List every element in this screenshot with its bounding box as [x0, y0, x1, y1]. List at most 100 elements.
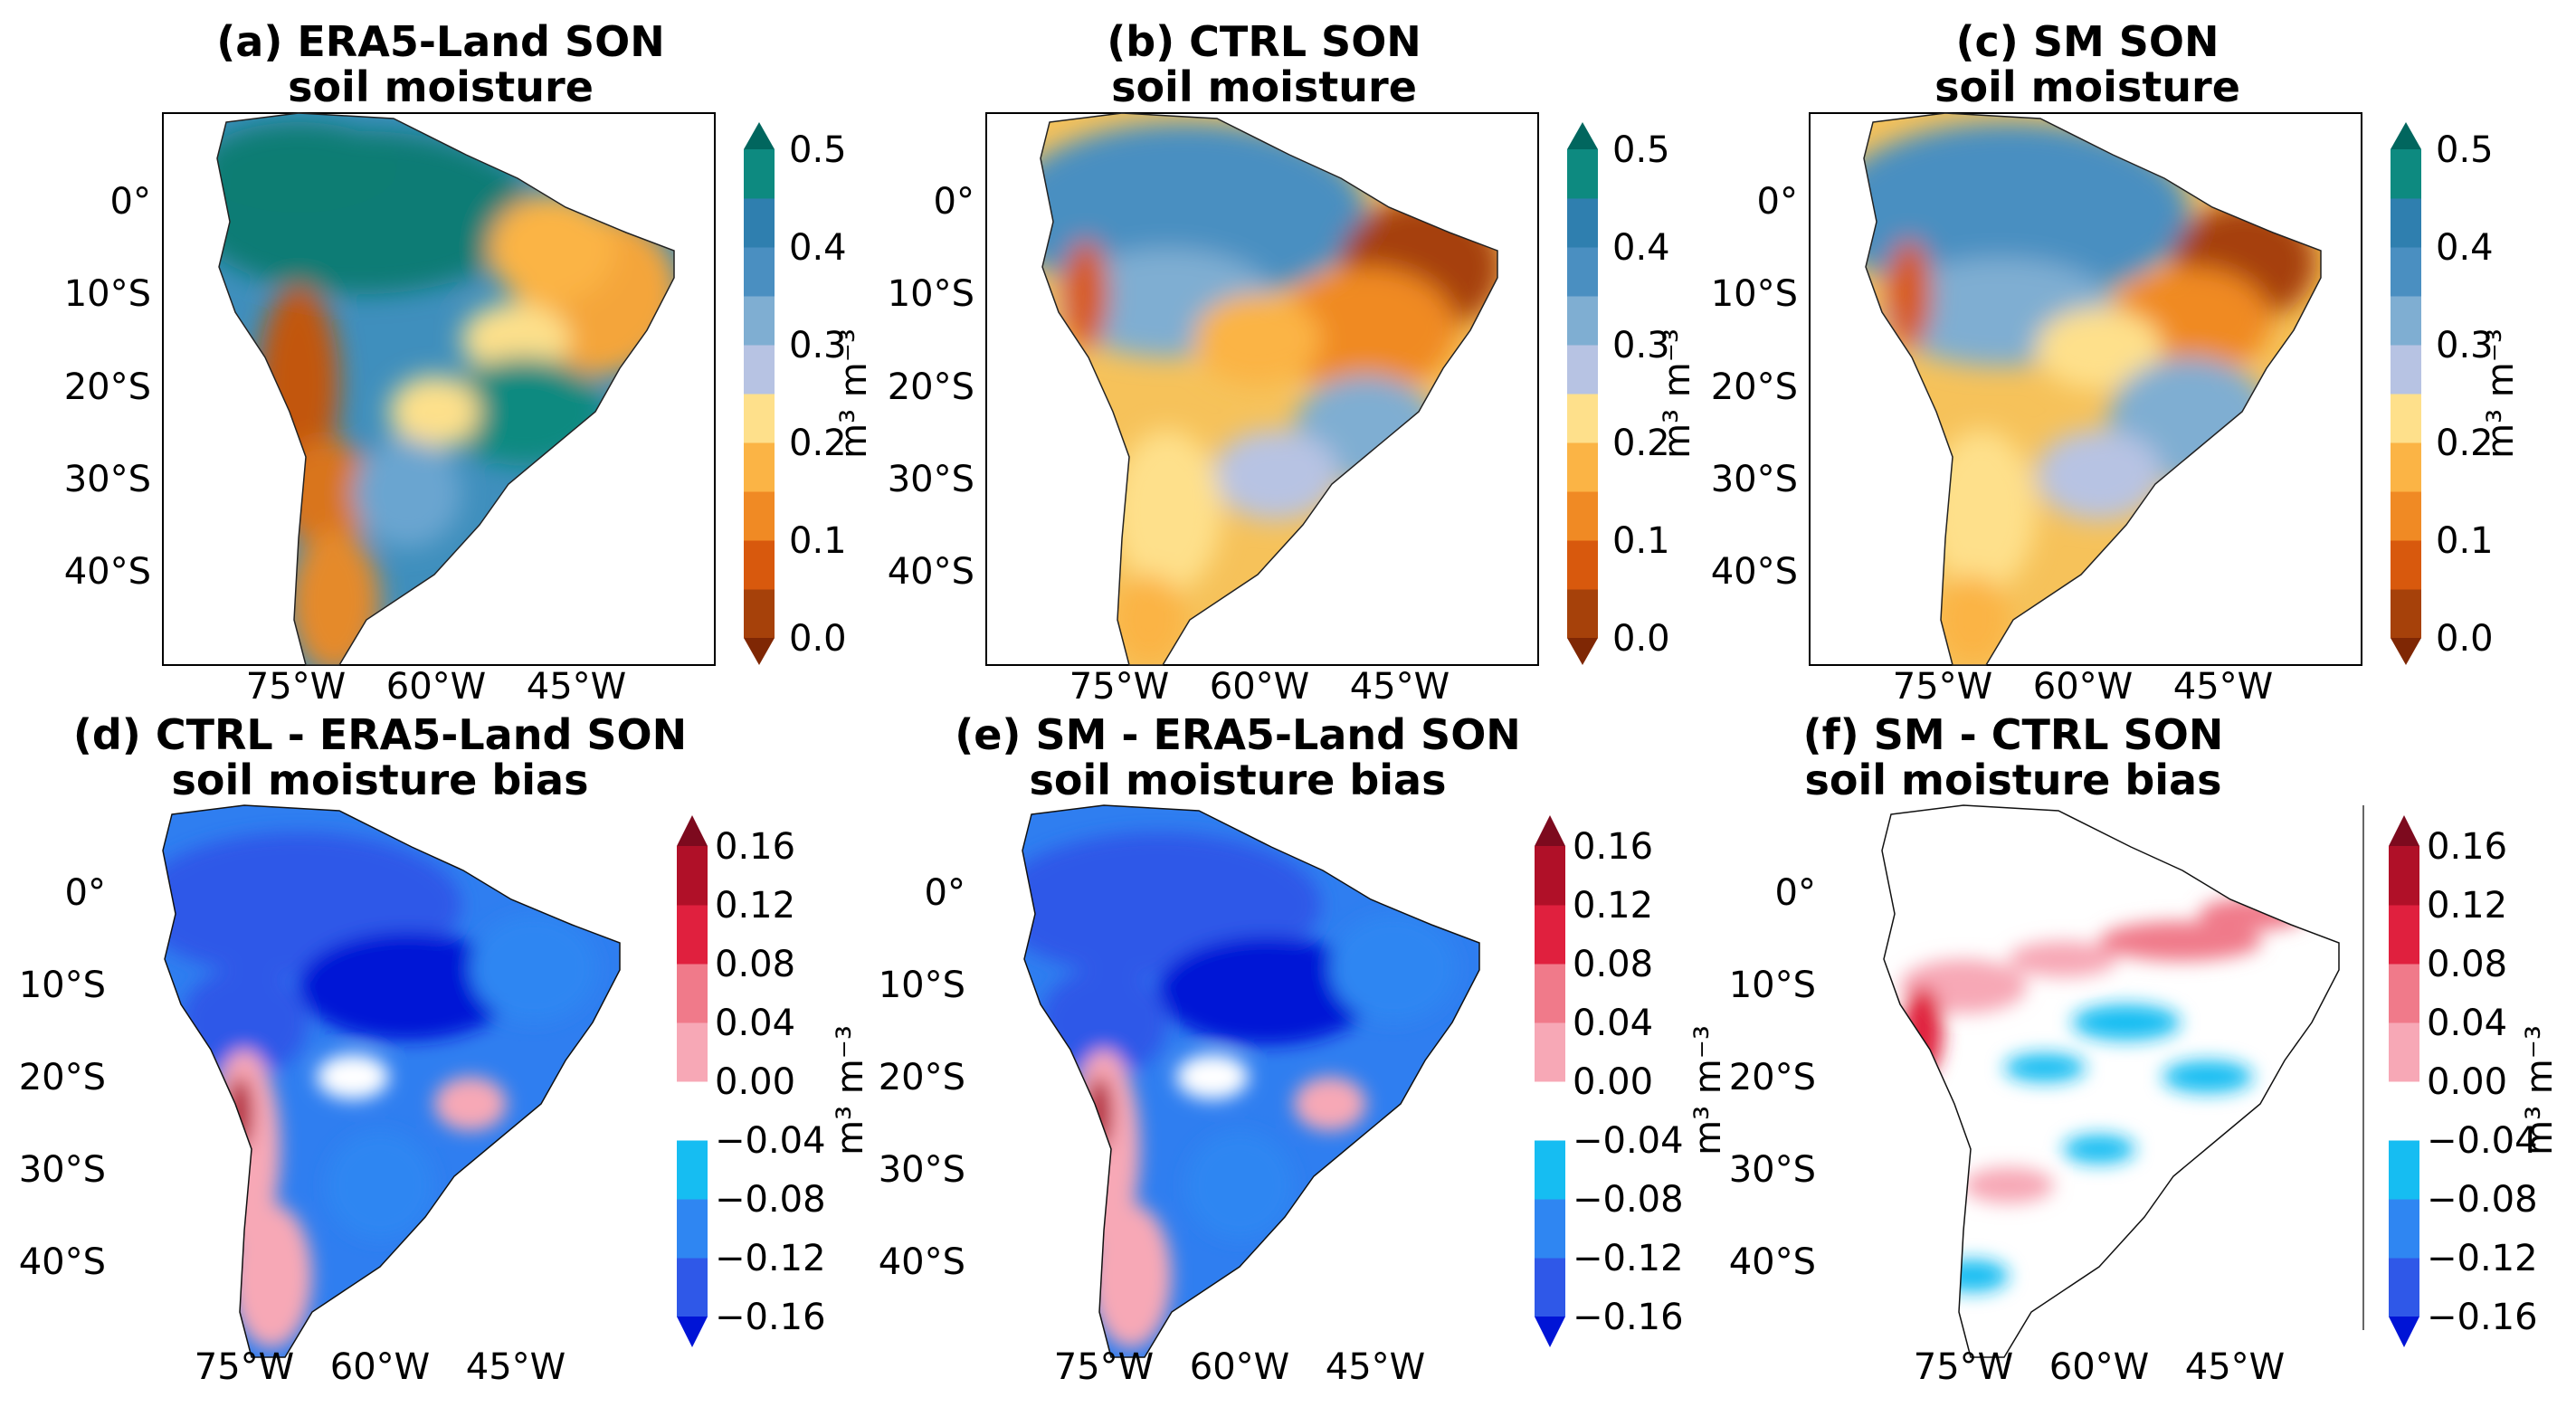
panel-a-lon-ticks: 75°W 60°W 45°W [246, 666, 626, 708]
panel-c-lon-tick: 45°W [2173, 666, 2273, 708]
colorbar-level-block [2391, 149, 2421, 199]
colorbar-tick-label: 0.00 [1573, 1061, 1653, 1103]
panel-f-lat-tick: 30°S [1729, 1149, 1816, 1191]
panel-a-lat-tick: 40°S [64, 551, 151, 593]
colorbar-level-block [2389, 1081, 2419, 1141]
colorbar-extend-bottom [1567, 638, 1598, 665]
panel-f-lon-ticks: 75°W 60°W 45°W [1914, 1346, 2285, 1388]
panel-d-lon-tick: 45°W [466, 1346, 566, 1388]
panel-b-lon-ticks: 75°W 60°W 45°W [1069, 666, 1450, 708]
panel-d-colorbar-label: m³ m⁻³ [830, 1025, 871, 1155]
colorbar-tick-label: −0.08 [2427, 1179, 2538, 1221]
colorbar-level-block [1535, 1081, 1565, 1141]
panel-a-lon-tick: 60°W [386, 666, 486, 708]
colorbar-level-block [1535, 1022, 1565, 1082]
colorbar-tick-label: 0.08 [715, 944, 795, 985]
colorbar-tick-label: −0.04 [715, 1120, 826, 1162]
colorbar-level-block [1567, 247, 1598, 297]
colorbar-tick-label: 0.2 [1612, 423, 1670, 464]
colorbar-level-block [744, 345, 775, 395]
panel-f-colorbar: 0.16 0.12 0.08 0.04 0.00 −0.04 −0.08 −0.12 −0.16… [2389, 815, 2561, 1347]
panel-c-lat-tick: 0° [1757, 181, 1798, 223]
colorbar-tick-label: −0.04 [1573, 1120, 1684, 1162]
panel-b-lat-ticks: 0° 10°S 20°S 30°S 40°S [888, 181, 974, 593]
panel-f-lon-tick: 45°W [2185, 1346, 2285, 1388]
colorbar-level-block [1567, 198, 1598, 248]
colorbar-level-block [2391, 442, 2421, 492]
panel-f-title-line1: (f) SM - CTRL SON [1803, 710, 2224, 759]
colorbar-level-block [2391, 345, 2421, 395]
colorbar-tick-label: 0.5 [789, 129, 847, 171]
colorbar-tick-label: −0.16 [715, 1297, 826, 1338]
colorbar-level-block [1535, 1199, 1565, 1259]
colorbar-tick-label: 0.0 [1612, 618, 1670, 660]
colorbar-level-block [2389, 1022, 2419, 1082]
panel-e-title-line2: soil moisture bias [1030, 756, 1447, 804]
panel-c-colorbar: 0.0 0.1 0.2 0.3 0.4 0.5 m³ m⁻³ [2391, 122, 2522, 665]
colorbar-extend-top [2389, 815, 2419, 846]
colorbar-tick-label: 0.16 [1573, 826, 1653, 868]
colorbar-tick-label: 0.0 [2436, 618, 2494, 660]
colorbar-tick-label: 0.4 [2436, 227, 2494, 269]
panel-b: (b) CTRL SON soil moisture [888, 17, 1698, 708]
colorbar-tick-label: 0.12 [1573, 885, 1653, 927]
panel-f: (f) SM - CTRL SON soil moisture bias [1729, 710, 2561, 1388]
colorbar-tick-label: 0.08 [2427, 944, 2507, 985]
colorbar-tick-label: 0.1 [2436, 520, 2494, 562]
colorbar-tick-label: 0.04 [1573, 1003, 1653, 1044]
panel-c-colorbar-label: m³ m⁻³ [2480, 328, 2522, 459]
panel-c-lon-tick: 75°W [1893, 666, 1992, 708]
panel-f-lat-ticks: 0° 10°S 20°S 30°S 40°S [1729, 872, 1816, 1283]
colorbar-level-block [744, 491, 775, 541]
panel-f-lat-tick: 20°S [1729, 1057, 1816, 1098]
panel-a-lon-tick: 75°W [246, 666, 346, 708]
panel-d-lon-ticks: 75°W 60°W 45°W [195, 1346, 566, 1388]
panel-d-title-line2: soil moisture bias [172, 756, 589, 804]
panel-b-lat-tick: 40°S [888, 551, 974, 593]
colorbar-level-block [677, 1140, 708, 1200]
colorbar-extend-bottom [744, 638, 775, 665]
panel-b-lat-tick: 10°S [888, 273, 974, 315]
colorbar-level-block [744, 296, 775, 346]
panel-b-colorbar-label: m³ m⁻³ [1657, 328, 1698, 459]
panel-b-lon-tick: 75°W [1069, 666, 1169, 708]
colorbar-level-block [1567, 394, 1598, 443]
panel-c-lat-tick: 20°S [1711, 366, 1798, 408]
panel-f-lat-tick: 0° [1775, 872, 1816, 914]
panel-c-lat-tick: 10°S [1711, 273, 1798, 315]
panel-e-lon-tick: 75°W [1054, 1346, 1154, 1388]
colorbar-level-block [2391, 247, 2421, 297]
colorbar-level-block [677, 1081, 708, 1141]
colorbar-tick-label: 0.16 [715, 826, 795, 868]
colorbar-level-block [1567, 296, 1598, 346]
colorbar-level-block [677, 1199, 708, 1259]
colorbar-level-block [2389, 905, 2419, 965]
colorbar-tick-label: −0.16 [2427, 1297, 2538, 1338]
panel-d-lat-tick: 40°S [19, 1241, 106, 1283]
panel-b-lon-tick: 60°W [1210, 666, 1309, 708]
colorbar-level-block [744, 540, 775, 590]
panel-a-lat-tick: 30°S [64, 459, 151, 500]
colorbar-tick-label: 0.1 [789, 520, 847, 562]
colorbar-tick-label: −0.08 [1573, 1179, 1684, 1221]
colorbar-level-block [1535, 1258, 1565, 1317]
colorbar-tick-label: −0.04 [2427, 1120, 2538, 1162]
panel-d-lat-tick: 30°S [19, 1149, 106, 1191]
panel-b-title-line1: (b) CTRL SON [1107, 17, 1421, 66]
panel-c-lat-ticks: 0° 10°S 20°S 30°S 40°S [1711, 181, 1798, 593]
panel-a: (a) ERA5-Land SON soil moisture [64, 17, 875, 708]
colorbar-tick-label: 0.16 [2427, 826, 2507, 868]
colorbar-extend-top [1535, 815, 1565, 846]
panel-a-lat-ticks: 0° 10°S 20°S 30°S 40°S [64, 181, 151, 593]
panel-d-lon-tick: 60°W [330, 1346, 430, 1388]
colorbar-level-block [1567, 540, 1598, 590]
panel-d: (d) CTRL - ERA5-Land SON soil moisture b… [19, 710, 871, 1388]
colorbar-tick-label: 0.4 [789, 227, 847, 269]
colorbar-tick-label: −0.08 [715, 1179, 826, 1221]
colorbar-tick-label: 0.3 [1612, 325, 1670, 366]
colorbar-level-block [2391, 540, 2421, 590]
colorbar-extend-bottom [677, 1317, 708, 1347]
colorbar-level-block [744, 247, 775, 297]
colorbar-tick-label: 0.04 [715, 1003, 795, 1044]
panel-e-colorbar-label: m³ m⁻³ [1687, 1025, 1729, 1155]
